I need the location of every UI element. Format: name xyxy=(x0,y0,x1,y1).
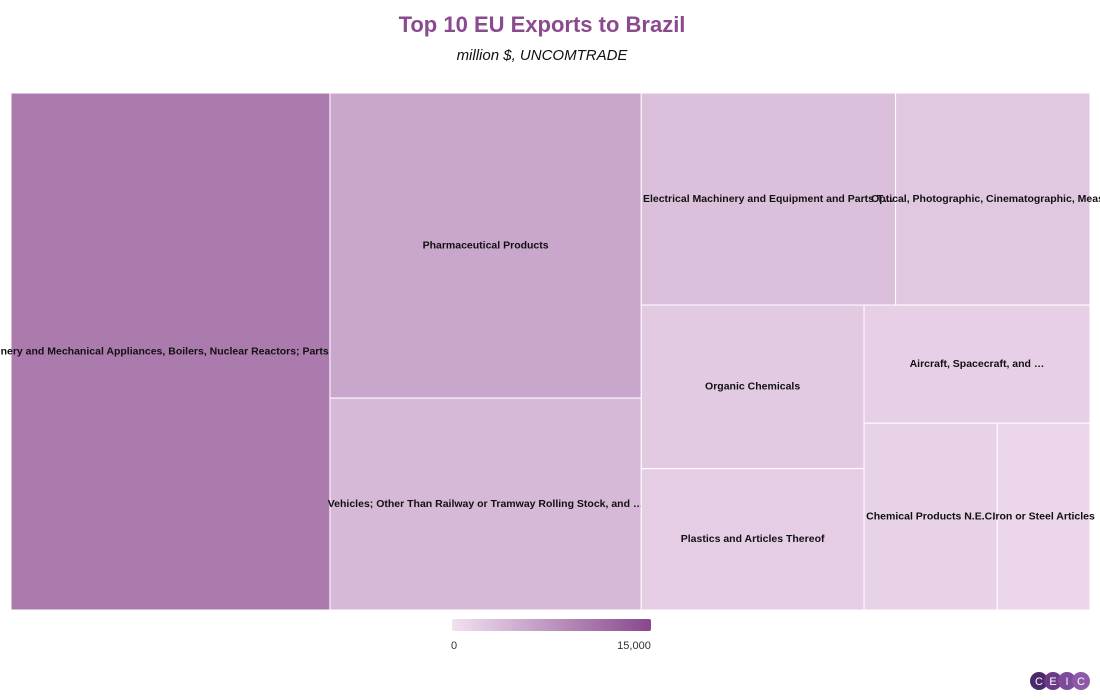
cell-label: Electrical Machinery and Equipment and P… xyxy=(643,193,894,205)
chart-subtitle: million $, UNCOMTRADE xyxy=(457,47,629,64)
treemap-cell xyxy=(10,92,331,611)
logo-circle xyxy=(1030,672,1048,690)
cell-label: Pharmaceutical Products xyxy=(423,239,549,251)
cell-label: Machinery and Mechanical Appliances, Boi… xyxy=(0,345,371,357)
treemap-cell xyxy=(329,397,642,611)
legend-tick-label: 15,000 xyxy=(617,640,651,652)
logo-letter: C xyxy=(1035,676,1043,688)
treemap: Machinery and Mechanical Appliances, Boi… xyxy=(0,92,1100,611)
logo-circle xyxy=(1072,672,1090,690)
logo-circle xyxy=(1044,672,1062,690)
cell-label: Plastics and Articles Thereof xyxy=(681,533,825,545)
treemap-cell xyxy=(640,92,897,306)
treemap-cell xyxy=(996,422,1091,611)
treemap-cell xyxy=(895,92,1091,306)
cell-label: Optical, Photographic, Cinematographic, … xyxy=(871,193,1100,205)
cell-label: Vehicles; Other Than Railway or Tramway … xyxy=(328,498,644,510)
cell-label: Organic Chemicals xyxy=(705,381,800,393)
logo-circle xyxy=(1058,672,1076,690)
treemap-cell xyxy=(640,304,865,470)
treemap-cell xyxy=(640,468,865,611)
color-legend xyxy=(452,619,651,631)
treemap-cell xyxy=(329,92,642,399)
treemap-cell xyxy=(863,304,1091,424)
treemap-cell xyxy=(863,422,998,611)
logo-letter: E xyxy=(1049,676,1056,688)
cell-label: Aircraft, Spacecraft, and … xyxy=(910,358,1045,370)
cell-label: Iron or Steel Articles xyxy=(992,510,1094,522)
chart-title: Top 10 EU Exports to Brazil xyxy=(399,12,686,37)
logo-letter: C xyxy=(1077,676,1085,688)
cell-label: Chemical Products N.E.C. xyxy=(866,510,995,522)
legend-tick-label: 0 xyxy=(451,640,457,652)
logo-letter: I xyxy=(1065,676,1068,688)
